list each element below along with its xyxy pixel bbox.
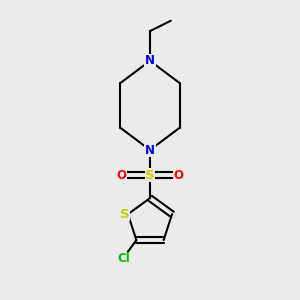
Text: Cl: Cl [117, 252, 130, 265]
Text: N: N [145, 54, 155, 67]
Text: O: O [173, 169, 183, 182]
Text: S: S [145, 169, 155, 182]
Text: O: O [117, 169, 127, 182]
Text: S: S [120, 208, 130, 221]
Text: N: N [145, 143, 155, 157]
